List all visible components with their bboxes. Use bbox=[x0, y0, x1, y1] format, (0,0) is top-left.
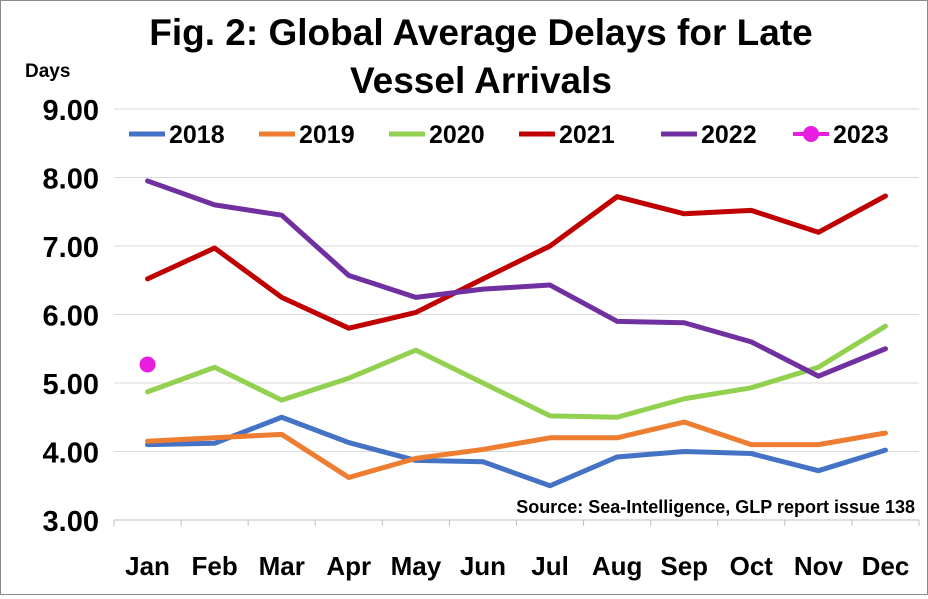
y-tick-label: 9.00 bbox=[43, 95, 99, 127]
x-tick-label: Feb bbox=[192, 551, 238, 581]
x-tick-label: Oct bbox=[730, 551, 774, 581]
x-tick-label: Jan bbox=[125, 551, 170, 581]
y-axis-label: Days bbox=[25, 61, 70, 82]
legend-label: 2018 bbox=[169, 121, 225, 149]
series-point-2023 bbox=[139, 356, 156, 373]
series-lines bbox=[139, 178, 888, 489]
legend-marker bbox=[803, 126, 819, 142]
series-line-2018 bbox=[145, 414, 888, 489]
legend-label: 2023 bbox=[833, 121, 889, 149]
y-tick-label: 4.00 bbox=[43, 438, 99, 470]
y-tick-label: 6.00 bbox=[43, 301, 99, 333]
source-note: Source: Sea-Intelligence, GLP report iss… bbox=[516, 497, 915, 517]
series-line-2022 bbox=[145, 178, 888, 379]
legend-label: 2020 bbox=[429, 121, 485, 149]
y-tick-label: 5.00 bbox=[43, 369, 99, 401]
series-line-2021 bbox=[145, 193, 888, 331]
series-line-2020 bbox=[145, 323, 888, 420]
legend-label: 2021 bbox=[559, 121, 615, 149]
axes: 3.00 4.00 5.00 6.00 7.00 8.00 9.00 Jan Feb Mar Apr… bbox=[43, 95, 920, 581]
y-tick-label: 3.00 bbox=[43, 506, 99, 538]
series-line-2019 bbox=[145, 419, 888, 481]
x-tick-label: Aug bbox=[592, 551, 643, 581]
legend-label: 2022 bbox=[701, 121, 757, 149]
x-tick-label: Jun bbox=[460, 551, 506, 581]
legend: 2018 2019 2020 2021 2022 2023 bbox=[129, 121, 889, 149]
x-tick-label: May bbox=[391, 551, 442, 581]
x-tick-label: Jul bbox=[531, 551, 569, 581]
y-tick-label: 8.00 bbox=[43, 164, 99, 196]
x-tick-label: Apr bbox=[326, 551, 371, 581]
x-tick-label: Nov bbox=[794, 551, 844, 581]
legend-label: 2019 bbox=[299, 121, 355, 149]
x-tick-label: Mar bbox=[259, 551, 305, 581]
chart-title-line-2: Vessel Arrivals bbox=[350, 60, 612, 101]
y-tick-label: 7.00 bbox=[43, 232, 99, 264]
x-tick-label: Dec bbox=[862, 551, 910, 581]
x-tick-label: Sep bbox=[660, 551, 708, 581]
chart-title-line-1: Fig. 2: Global Average Delays for Late bbox=[149, 12, 812, 53]
